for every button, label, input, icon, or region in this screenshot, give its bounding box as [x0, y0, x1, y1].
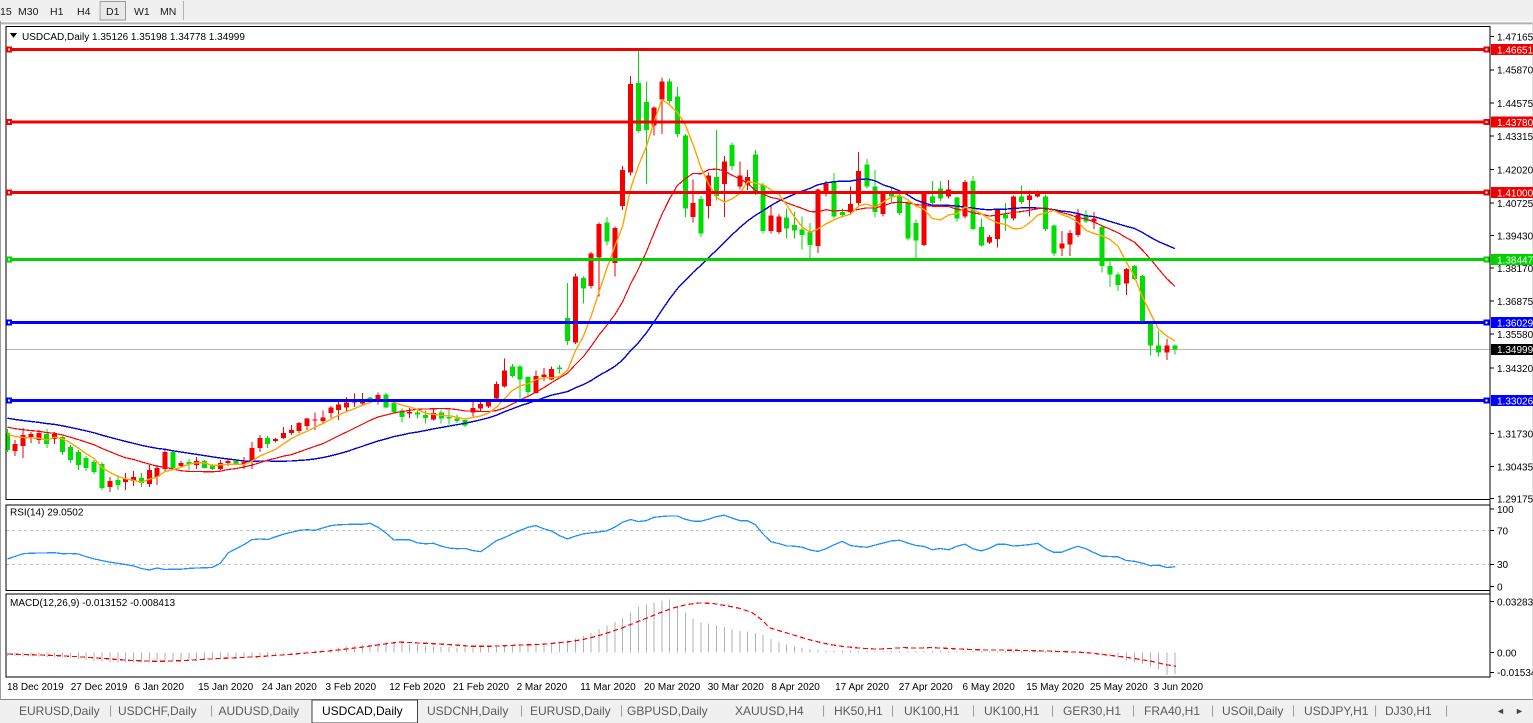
svg-text:1.31730: 1.31730 [1497, 429, 1533, 440]
svg-text:EURUSD,Daily: EURUSD,Daily [19, 704, 100, 718]
svg-text:0: 0 [1497, 582, 1503, 593]
svg-text:|: | [210, 703, 213, 717]
svg-text:27 Apr 2020: 27 Apr 2020 [899, 682, 953, 693]
svg-text:1.38170: 1.38170 [1497, 264, 1533, 275]
svg-text:27 Dec 2019: 27 Dec 2019 [71, 682, 128, 693]
svg-text:UK100,H1: UK100,H1 [984, 704, 1040, 718]
svg-text:DJ30,H1: DJ30,H1 [1385, 704, 1432, 718]
svg-text:|: | [520, 703, 523, 717]
svg-text:MN: MN [160, 6, 176, 18]
svg-text:UK100,H1: UK100,H1 [904, 704, 960, 718]
svg-text:1.43780: 1.43780 [1497, 118, 1533, 129]
svg-text:0.00: 0.00 [1497, 648, 1517, 659]
svg-text:W1: W1 [134, 6, 150, 18]
svg-text:XAUUSD,H4: XAUUSD,H4 [735, 704, 804, 718]
svg-text:GER30,H1: GER30,H1 [1063, 704, 1121, 718]
svg-text:24 Jan 2020: 24 Jan 2020 [262, 682, 317, 693]
svg-text:USOil,Daily: USOil,Daily [1222, 704, 1283, 718]
svg-text:|: | [822, 703, 825, 717]
svg-text:11 Mar 2020: 11 Mar 2020 [580, 682, 636, 693]
svg-text:6 May 2020: 6 May 2020 [963, 682, 1016, 693]
svg-text:USDCAD,Daily: USDCAD,Daily [322, 704, 403, 718]
svg-text:AUDUSD,Daily: AUDUSD,Daily [219, 704, 300, 718]
svg-text:1.29175: 1.29175 [1497, 494, 1533, 505]
svg-text:|: | [1445, 703, 1448, 717]
svg-text:-0.015342: -0.015342 [1497, 668, 1533, 679]
svg-text:100: 100 [1497, 505, 1514, 516]
svg-text:1.35580: 1.35580 [1497, 330, 1533, 341]
svg-text:20 Mar 2020: 20 Mar 2020 [644, 682, 701, 693]
svg-text:USDCHF,Daily: USDCHF,Daily [118, 704, 197, 718]
svg-text:D1: D1 [106, 6, 120, 18]
svg-text:|: | [620, 703, 623, 717]
svg-text:|: | [1211, 703, 1214, 717]
svg-text:0.032838: 0.032838 [1497, 598, 1533, 609]
svg-text:1.30435: 1.30435 [1497, 462, 1533, 473]
svg-text:|: | [1292, 703, 1295, 717]
svg-text:MACD(12,26,9) -0.013152 -0.008: MACD(12,26,9) -0.013152 -0.008413 [10, 598, 176, 609]
svg-text:USDCAD,Daily 1.35126 1.35198: USDCAD,Daily 1.35126 1.35198 1.34778 1.3… [22, 32, 245, 43]
svg-text:1.34999: 1.34999 [1497, 345, 1533, 356]
svg-text:FRA40,H1: FRA40,H1 [1144, 704, 1200, 718]
svg-text:2 Mar 2020: 2 Mar 2020 [517, 682, 568, 693]
svg-text:1.34320: 1.34320 [1497, 364, 1533, 375]
svg-text:17 Apr 2020: 17 Apr 2020 [835, 682, 889, 693]
svg-text:|: | [1132, 703, 1135, 717]
svg-text:6 Jan 2020: 6 Jan 2020 [134, 682, 184, 693]
svg-text:|: | [109, 703, 112, 717]
svg-text:1.46651: 1.46651 [1497, 45, 1533, 56]
svg-text:1.36875: 1.36875 [1497, 297, 1533, 308]
svg-text:21 Feb 2020: 21 Feb 2020 [453, 682, 510, 693]
svg-text:1.47165: 1.47165 [1497, 32, 1533, 43]
svg-text:|: | [972, 703, 975, 717]
svg-text:►: ► [1515, 706, 1524, 716]
svg-text:1.42020: 1.42020 [1497, 165, 1533, 176]
svg-text:1.36029: 1.36029 [1497, 319, 1533, 330]
svg-text:1.41000: 1.41000 [1497, 188, 1533, 199]
svg-text:30: 30 [1497, 560, 1509, 571]
svg-text:30 Mar 2020: 30 Mar 2020 [708, 682, 765, 693]
svg-text:RSI(14) 29.0502: RSI(14) 29.0502 [10, 508, 84, 519]
svg-text:M30: M30 [18, 6, 39, 18]
svg-text:GBPUSD,Daily: GBPUSD,Daily [627, 704, 708, 718]
svg-text:|: | [891, 703, 894, 717]
svg-text:1.45870: 1.45870 [1497, 66, 1533, 77]
svg-text:1.43315: 1.43315 [1497, 132, 1533, 143]
svg-text:15 Jan 2020: 15 Jan 2020 [198, 682, 253, 693]
svg-text:70: 70 [1497, 527, 1509, 538]
svg-text:1.39430: 1.39430 [1497, 231, 1533, 242]
svg-text:USDCNH,Daily: USDCNH,Daily [427, 704, 508, 718]
svg-text:25 May 2020: 25 May 2020 [1090, 682, 1148, 693]
svg-text:◄: ◄ [1496, 706, 1505, 716]
svg-text:18 Dec 2019: 18 Dec 2019 [7, 682, 64, 693]
svg-text:1.44575: 1.44575 [1497, 99, 1533, 110]
svg-text:15: 15 [0, 6, 12, 18]
svg-text:3 Feb 2020: 3 Feb 2020 [326, 682, 377, 693]
svg-text:1.33026: 1.33026 [1497, 396, 1533, 407]
svg-text:12 Feb 2020: 12 Feb 2020 [389, 682, 446, 693]
svg-text:3 Jun 2020: 3 Jun 2020 [1154, 682, 1204, 693]
svg-text:|: | [1051, 703, 1054, 717]
svg-text:1.40725: 1.40725 [1497, 199, 1533, 210]
svg-text:EURUSD,Daily: EURUSD,Daily [530, 704, 611, 718]
svg-text:15 May 2020: 15 May 2020 [1026, 682, 1084, 693]
svg-text:|: | [1374, 703, 1377, 717]
svg-text:H4: H4 [77, 6, 91, 18]
svg-text:H1: H1 [50, 6, 64, 18]
svg-text:1.38447: 1.38447 [1497, 256, 1533, 267]
svg-text:USDJPY,H1: USDJPY,H1 [1304, 704, 1369, 718]
svg-text:HK50,H1: HK50,H1 [834, 704, 883, 718]
svg-text:8 Apr 2020: 8 Apr 2020 [771, 682, 820, 693]
